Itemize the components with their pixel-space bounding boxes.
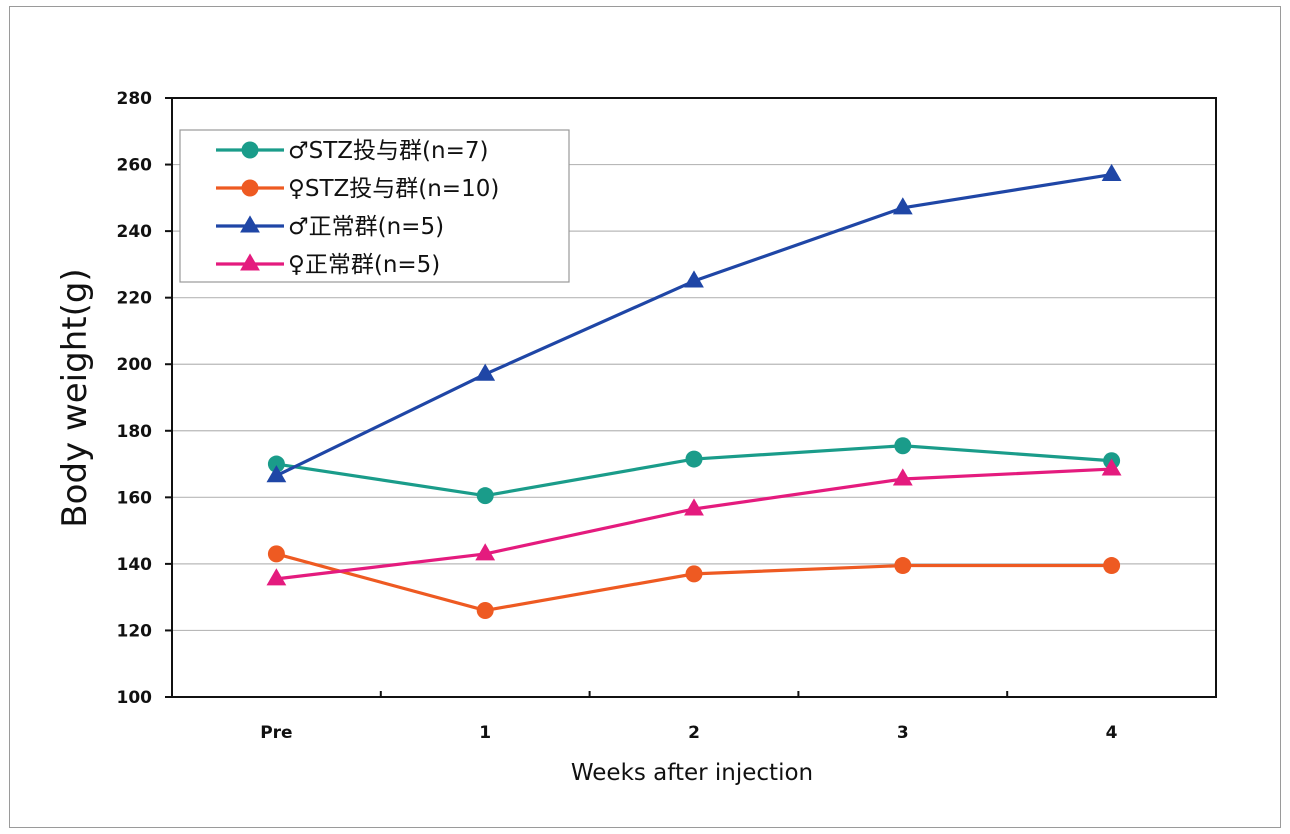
series-4: [266, 458, 1122, 586]
data-point: [1101, 163, 1122, 182]
y-tick-label: 260: [117, 156, 153, 176]
data-point: [240, 215, 260, 233]
y-tick-label: 180: [117, 422, 153, 442]
legend-item: ♂正常群(n=5): [216, 214, 444, 240]
y-axis-title: Body weight(g): [55, 268, 95, 527]
y-tick-label: 100: [117, 688, 153, 708]
y-tick-label: 200: [117, 355, 153, 375]
data-point: [476, 487, 494, 505]
data-point: [241, 179, 259, 197]
y-tick-label: 220: [117, 289, 153, 309]
legend-item: ♀STZ投与群(n=10): [216, 176, 499, 202]
legend-label: ♀STZ投与群(n=10): [288, 176, 499, 202]
x-tick-label: Pre: [260, 723, 292, 743]
series-1: [267, 437, 1121, 505]
series-2: [267, 545, 1121, 619]
data-point: [240, 253, 260, 271]
x-tick-label: 1: [479, 723, 491, 743]
data-point: [685, 450, 703, 468]
y-tick-label: 240: [117, 222, 153, 242]
data-point: [241, 141, 259, 159]
series-group: [266, 163, 1122, 619]
data-point: [684, 498, 704, 516]
data-point: [894, 437, 912, 455]
legend-item: ♂STZ投与群(n=7): [216, 138, 488, 164]
legend-label: ♂正常群(n=5): [288, 214, 444, 240]
data-point: [475, 543, 496, 561]
plot-area: [171, 97, 1217, 698]
data-point: [892, 197, 913, 215]
y-tick-label: 120: [117, 621, 153, 641]
data-point: [267, 545, 285, 563]
data-point: [892, 468, 913, 486]
data-point: [684, 270, 704, 288]
legend-label: ♀正常群(n=5): [288, 252, 440, 278]
x-tick-label: 3: [897, 723, 909, 743]
x-tick-label: 2: [688, 723, 700, 743]
y-tick-label: 280: [117, 89, 153, 109]
legend-label: ♂STZ投与群(n=7): [288, 138, 488, 164]
data-point: [476, 601, 494, 619]
legend-item: ♀正常群(n=5): [216, 252, 440, 278]
x-axis-ticks: Pre 1 2 3 4: [260, 691, 1118, 743]
data-point: [685, 565, 703, 583]
legend: ♂STZ投与群(n=7) ♀STZ投与群(n=10) ♂正常群(n=5) ♀正常群(n…: [179, 129, 570, 283]
series-line: [276, 467, 1112, 581]
x-tick-label: 4: [1106, 723, 1118, 743]
data-point: [266, 465, 287, 483]
data-point: [894, 557, 912, 575]
data-point: [475, 363, 496, 381]
series-3: [266, 163, 1122, 483]
x-axis-title: Weeks after injection: [571, 760, 813, 786]
data-point: [1103, 557, 1121, 575]
y-tick-label: 140: [117, 555, 153, 575]
gridlines: [172, 163, 1216, 632]
data-point: [266, 568, 287, 586]
y-tick-label: 160: [117, 488, 153, 508]
y-axis-ticks: 100 120 140 160 180 200 220 240 260 280: [117, 89, 172, 708]
data-point: [267, 455, 285, 473]
data-point: [1101, 458, 1122, 476]
